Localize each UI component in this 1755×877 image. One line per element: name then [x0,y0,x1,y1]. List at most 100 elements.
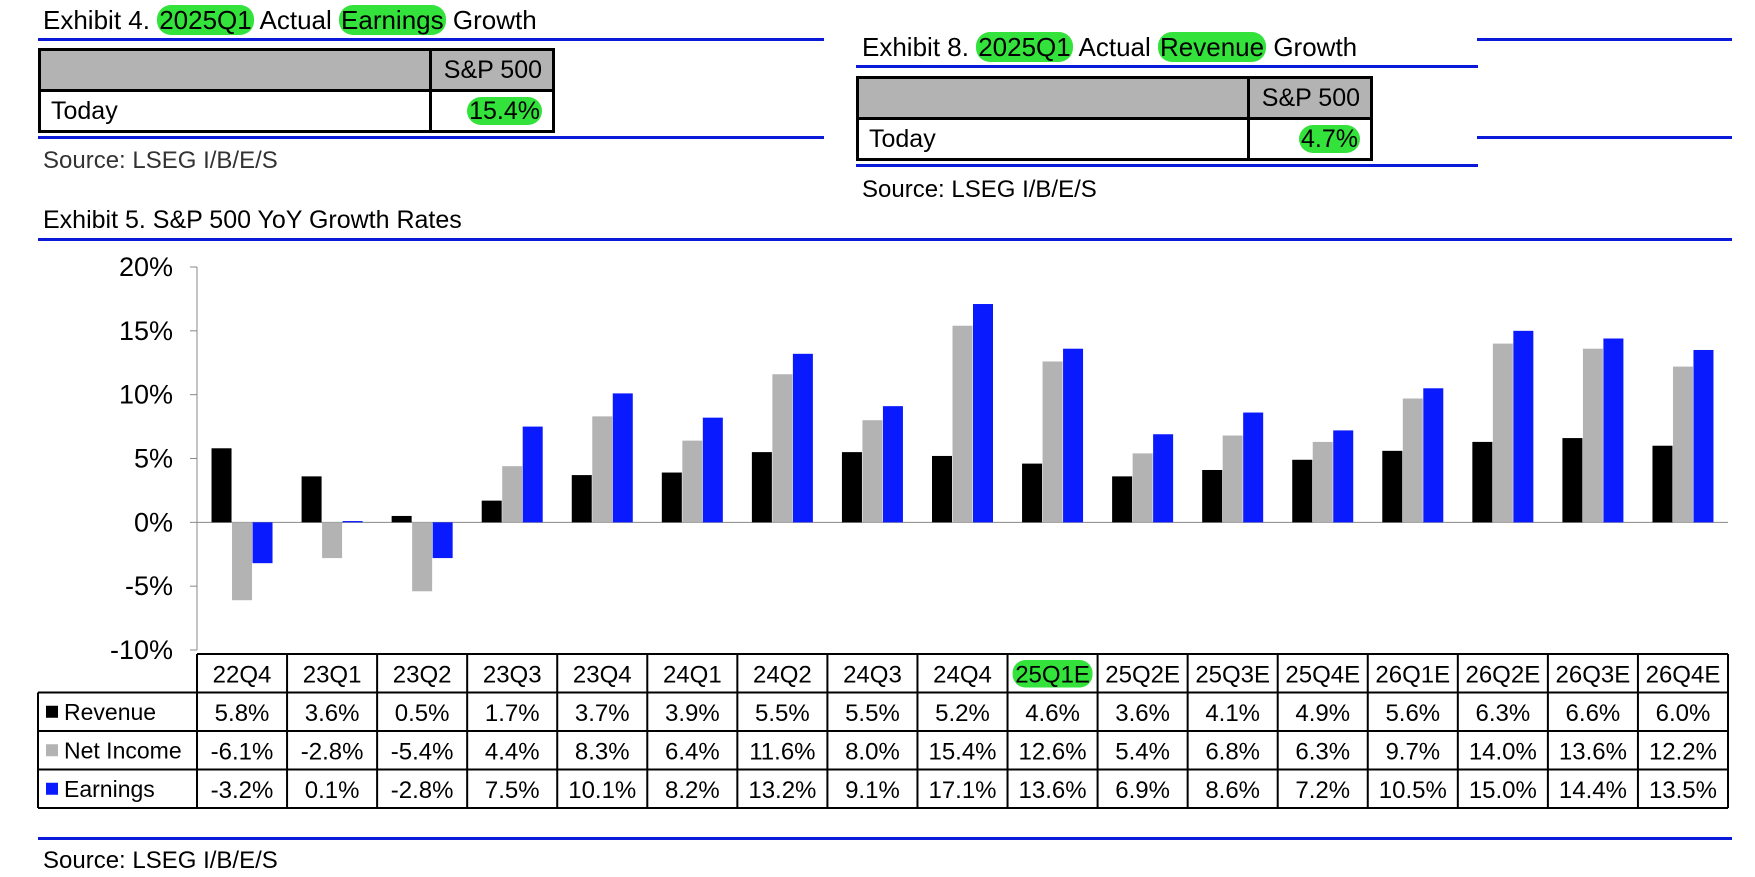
data-label: 6.9% [1115,777,1170,804]
bar-earnings [252,522,273,564]
category-label: 23Q3 [483,661,542,688]
exhibit5-bottom-rule [38,837,1732,840]
data-label: 10.5% [1379,777,1447,804]
data-label: 9.1% [845,777,900,804]
bar-net-income [1672,366,1693,523]
bar-revenue [841,452,862,523]
bar-net-income [862,420,883,523]
exhibit8-title: Exhibit 8. 2025Q1 Actual Revenue Growth [862,32,1357,63]
bar-revenue [1112,476,1133,523]
exhibit8-bottom-rule [856,164,1478,167]
exhibit4-value-cell: 15.4% [429,89,555,133]
data-label: 14.4% [1559,777,1627,804]
data-label: 5.8% [215,700,270,727]
data-label: 13.6% [1019,777,1087,804]
bar-net-income [952,325,973,523]
exhibit8-right-rule [1477,136,1732,139]
data-label: 8.6% [1205,777,1260,804]
bar-earnings [792,353,813,523]
exhibit8-source: Source: LSEG I/B/E/S [862,176,1097,203]
bar-earnings [973,304,993,523]
data-label: 1.7% [485,700,540,727]
bar-earnings [342,521,363,523]
bar-net-income [1402,398,1423,523]
bar-net-income [772,374,793,523]
exhibit8-top-rule [856,65,1478,68]
exhibit8-title-period: 2025Q1 [976,32,1073,62]
bar-earnings [1063,348,1084,523]
bar-earnings [1423,388,1444,523]
exhibit4-source: Source: LSEG I/B/E/S [43,147,278,174]
bar-revenue [391,515,412,523]
category-label: 24Q3 [843,661,902,688]
data-label: 0.5% [395,700,450,727]
data-label: 5.4% [1115,738,1170,765]
data-label: 0.1% [305,777,360,804]
category-label: 23Q2 [393,661,452,688]
data-label: -5.4% [391,738,454,765]
bar-revenue [1562,438,1583,523]
y-tick-label: 20% [119,252,173,282]
data-label: 4.4% [485,738,540,765]
data-label: 4.9% [1295,700,1350,727]
data-label: 5.5% [845,700,900,727]
bar-revenue [571,475,592,523]
exhibit4-title-actual: Actual [259,5,332,35]
category-label: 24Q1 [663,661,722,688]
data-label: 3.9% [665,700,720,727]
exhibit4-title-suffix: Growth [452,5,537,35]
data-label: 6.4% [665,738,720,765]
exhibit4-bottom-rule [38,136,824,139]
exhibit4-top-rule [38,38,824,41]
bar-earnings [1153,434,1174,523]
data-label: 7.2% [1295,777,1350,804]
data-label: 3.6% [1115,700,1170,727]
exhibit5-top-rule [38,238,1732,241]
bar-revenue [1292,459,1313,523]
bar-net-income [1312,441,1333,523]
category-label: 25Q1E [1015,661,1090,688]
y-tick-label: 0% [134,507,173,537]
data-label: 5.5% [755,700,810,727]
data-label: 5.6% [1385,700,1440,727]
data-label: -2.8% [301,738,364,765]
data-label: 13.6% [1559,738,1627,765]
data-label: 6.0% [1656,700,1711,727]
data-label: 5.2% [935,700,990,727]
legend-swatch [46,782,58,795]
bar-earnings [1603,338,1624,523]
exhibit8-table: S&P 500 Today 4.7% [856,76,1373,161]
bar-earnings [882,406,903,523]
data-label: 3.6% [305,700,360,727]
data-label: 15.4% [928,738,996,765]
bar-revenue [932,455,952,523]
data-label: -3.2% [211,777,274,804]
bar-earnings [1513,330,1534,523]
y-tick-label: 15% [119,316,173,346]
bar-revenue [1652,445,1673,523]
exhibit8-value-cell: 4.7% [1247,117,1373,161]
data-label: 6.3% [1295,738,1350,765]
legend-swatch [46,744,58,757]
exhibit8-value: 4.7% [1299,124,1360,153]
bar-revenue [1472,441,1493,523]
category-label: 26Q4E [1646,661,1721,688]
bar-net-income [1042,361,1063,523]
exhibit5-title: Exhibit 5. S&P 500 YoY Growth Rates [43,206,462,234]
bar-revenue [1202,469,1223,523]
legend-label: Earnings [64,776,155,802]
legend-swatch [46,705,58,718]
data-label: 7.5% [485,777,540,804]
bar-net-income [502,466,523,523]
exhibit4-title-prefix: Exhibit 4. [43,5,150,35]
data-label: -6.1% [211,738,274,765]
exhibit8-header-blank [856,76,1250,120]
exhibit8-title-metric: Revenue [1158,32,1267,62]
data-label: 3.7% [575,700,630,727]
bar-revenue [751,452,772,523]
legend-label: Revenue [64,699,156,725]
data-label: 11.6% [749,738,815,765]
bar-net-income [682,440,703,523]
category-label: 26Q2E [1465,661,1540,688]
bar-net-income [1132,453,1153,523]
